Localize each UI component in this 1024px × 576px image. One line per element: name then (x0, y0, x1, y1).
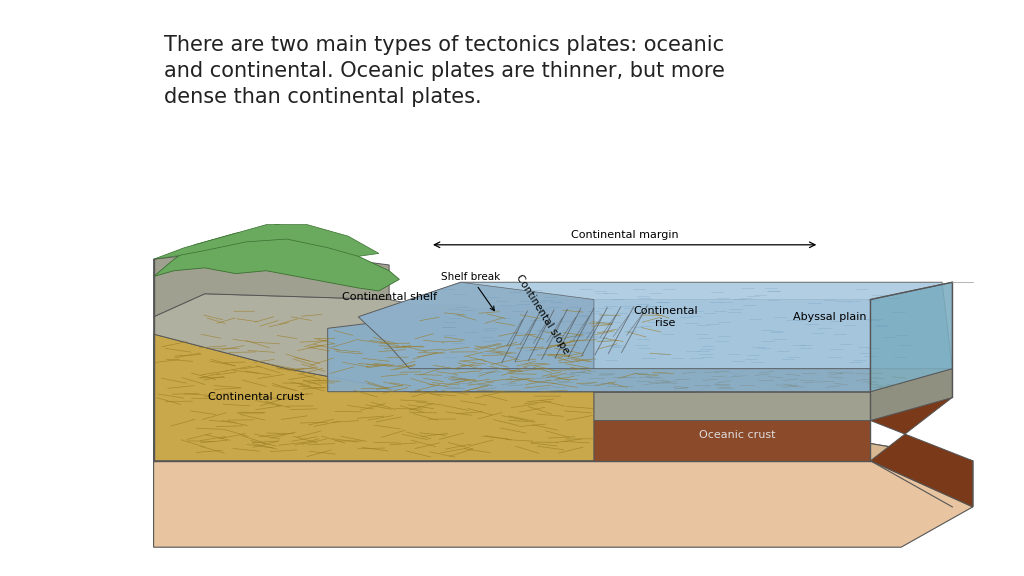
Text: There are two main types of tectonics plates: oceanic
and continental. Oceanic p: There are two main types of tectonics pl… (164, 35, 725, 107)
Text: Oceanic crust: Oceanic crust (699, 430, 775, 440)
Text: Continental margin: Continental margin (570, 230, 679, 240)
Text: Continental shelf: Continental shelf (342, 291, 436, 302)
Polygon shape (154, 225, 379, 259)
Polygon shape (328, 369, 952, 392)
Polygon shape (154, 294, 737, 392)
Text: Continental
rise: Continental rise (633, 306, 698, 328)
Polygon shape (154, 444, 973, 547)
Polygon shape (358, 282, 952, 369)
Polygon shape (870, 444, 973, 507)
Text: Shelf break: Shelf break (441, 272, 501, 310)
Polygon shape (154, 248, 389, 317)
Polygon shape (154, 225, 399, 291)
Polygon shape (870, 282, 952, 392)
Polygon shape (430, 420, 870, 461)
Polygon shape (870, 397, 973, 507)
Polygon shape (328, 392, 870, 420)
Polygon shape (154, 305, 696, 392)
Text: Abyssal plain: Abyssal plain (793, 312, 866, 322)
Text: Continental crust: Continental crust (208, 392, 304, 403)
Polygon shape (430, 397, 952, 420)
Polygon shape (154, 305, 594, 461)
Text: Continental slope: Continental slope (514, 272, 571, 355)
Polygon shape (328, 300, 870, 392)
Polygon shape (358, 282, 594, 369)
Polygon shape (870, 369, 952, 420)
